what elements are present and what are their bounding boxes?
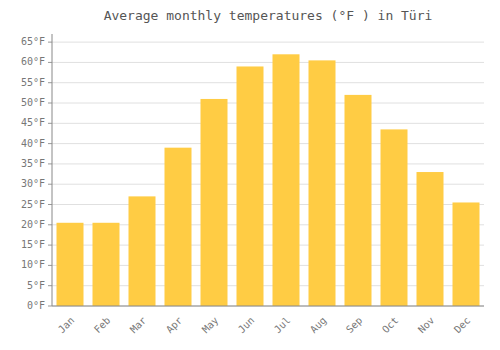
bar xyxy=(129,196,156,306)
bar xyxy=(453,202,480,306)
y-tick-label: 20°F xyxy=(21,219,45,230)
bar xyxy=(93,223,120,306)
x-tick-label: Mar xyxy=(128,315,149,336)
y-tick xyxy=(48,204,52,205)
y-axis-line xyxy=(52,34,53,306)
y-tick-label: 35°F xyxy=(21,158,45,169)
y-tick xyxy=(48,224,52,225)
y-tick-label: 0°F xyxy=(27,300,45,311)
y-tick xyxy=(48,123,52,124)
x-tick-label: Jun xyxy=(236,315,257,336)
x-tick-label: May xyxy=(200,315,221,336)
grid-line xyxy=(52,306,484,307)
y-tick-label: 60°F xyxy=(21,56,45,67)
y-tick-label: 30°F xyxy=(21,178,45,189)
y-tick-label: 25°F xyxy=(21,199,45,210)
bar xyxy=(57,223,84,306)
grid-line xyxy=(52,82,484,83)
bar xyxy=(381,129,408,306)
bar xyxy=(273,54,300,306)
grid-line xyxy=(52,123,484,124)
y-tick xyxy=(48,265,52,266)
y-tick xyxy=(48,245,52,246)
x-tick-label: Sep xyxy=(344,315,365,336)
y-tick-label: 65°F xyxy=(21,36,45,47)
bar xyxy=(309,60,336,306)
x-axis: Jan Feb Mar Apr May Jun Jul Aug Sep Oct Nov Dec xyxy=(56,315,473,336)
y-tick-label: 45°F xyxy=(21,117,45,128)
grid-line xyxy=(52,163,484,164)
title: Average monthly temperatures (°F ) in Tü… xyxy=(104,8,433,23)
y-tick xyxy=(48,306,52,307)
y-tick xyxy=(48,285,52,286)
bar xyxy=(345,95,372,306)
x-tick-label: Jul xyxy=(272,315,293,336)
y-tick xyxy=(48,163,52,164)
y-tick xyxy=(48,143,52,144)
x-tick-label: Feb xyxy=(92,315,113,336)
grid-line xyxy=(52,103,484,104)
y-tick xyxy=(48,82,52,83)
x-tick-label: Apr xyxy=(164,315,185,336)
y-tick-label: 50°F xyxy=(21,97,45,108)
y-axis: 0°F 5°F 10°F 15°F 20°F 25°F 30°F 35°F 40°F 45°F 50… xyxy=(21,34,52,311)
y-tick xyxy=(48,103,52,104)
bars xyxy=(57,54,480,306)
bar xyxy=(237,66,264,306)
x-tick-label: Dec xyxy=(452,315,473,336)
y-tick-label: 40°F xyxy=(21,138,45,149)
chart-svg: 0°F 5°F 10°F 15°F 20°F 25°F 30°F 35°F 40°F 45°F 50… xyxy=(0,0,500,350)
x-tick-label: Jan xyxy=(56,315,77,336)
x-tick-label: Aug xyxy=(308,315,329,336)
y-tick-label: 15°F xyxy=(21,239,45,250)
bar xyxy=(165,148,192,306)
x-axis-line xyxy=(52,306,484,307)
bar xyxy=(201,99,228,306)
y-tick-label: 10°F xyxy=(21,259,45,270)
grid-line xyxy=(52,62,484,63)
y-tick xyxy=(48,184,52,185)
grid xyxy=(52,42,484,306)
x-tick-label: Nov xyxy=(416,315,437,336)
y-tick-label: 5°F xyxy=(27,280,45,291)
bar xyxy=(417,172,444,306)
grid-line xyxy=(52,42,484,43)
chart-container: 0°F 5°F 10°F 15°F 20°F 25°F 30°F 35°F 40°F 45°F 50… xyxy=(0,0,500,350)
y-tick xyxy=(48,62,52,63)
grid-line xyxy=(52,143,484,144)
x-tick-label: Oct xyxy=(380,315,401,336)
y-tick-label: 55°F xyxy=(21,77,45,88)
y-tick xyxy=(48,42,52,43)
